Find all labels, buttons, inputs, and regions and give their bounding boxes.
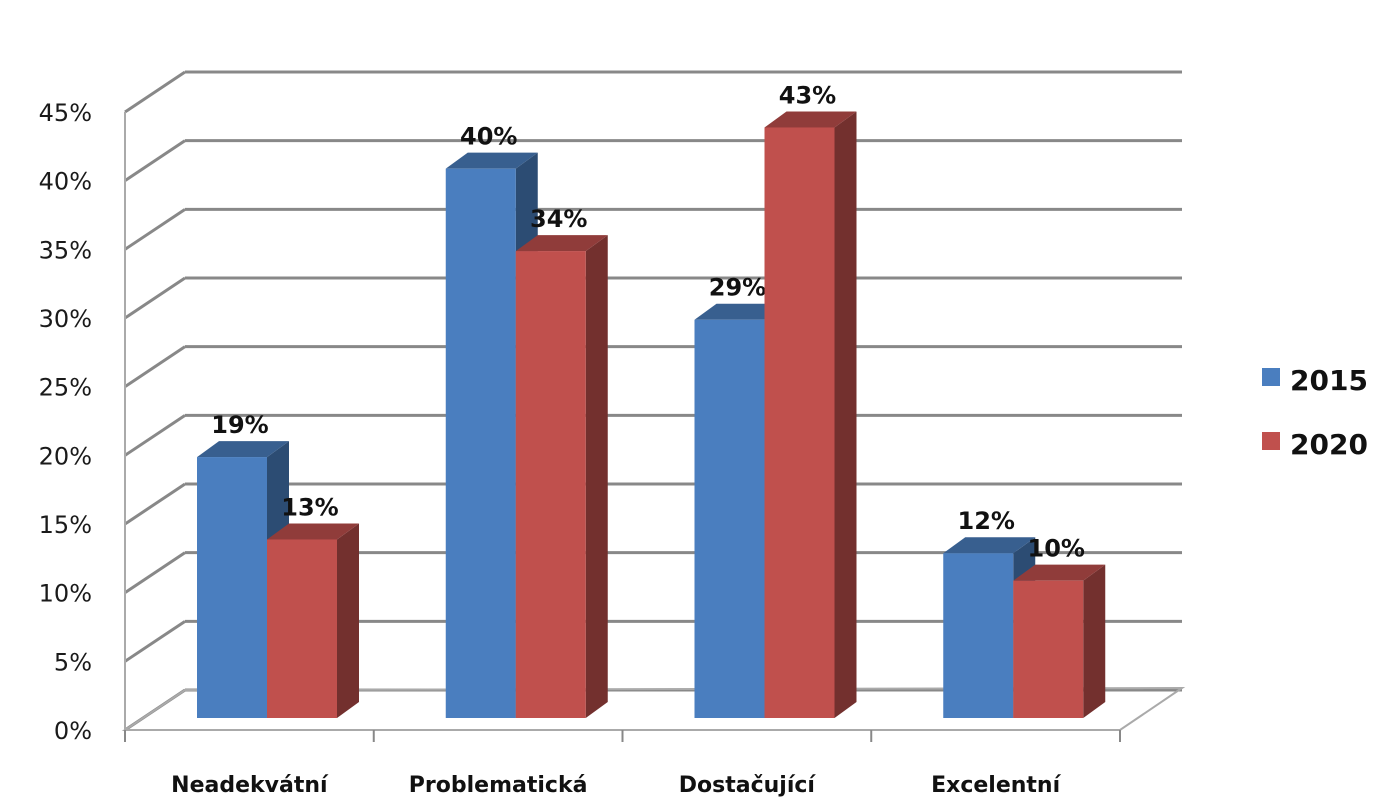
gridline-side: [124, 482, 186, 526]
data-label: 10%: [1028, 535, 1085, 563]
bar-2015: [445, 168, 516, 718]
legend-label: 2015: [1290, 364, 1368, 397]
gridline-side: [124, 414, 186, 457]
gridline-side: [124, 345, 186, 388]
data-label: 43%: [779, 81, 836, 109]
legend-swatch-2020: [1262, 432, 1280, 450]
bar-2015: [197, 457, 267, 718]
bar-2015: [943, 553, 1014, 718]
data-label: 13%: [281, 493, 338, 521]
legend-swatch-2015: [1262, 368, 1280, 386]
bar-top-2015: [197, 441, 289, 458]
bar-top-2015: [445, 152, 538, 169]
legend-label: 2020: [1290, 428, 1368, 461]
y-tick-label: 25%: [39, 374, 92, 402]
data-label: 12%: [958, 507, 1015, 535]
bar-side-2020: [585, 235, 608, 719]
y-tick-label: 10%: [39, 580, 92, 608]
y-tick-label: 30%: [39, 305, 92, 333]
data-label: 40%: [460, 123, 517, 151]
category-label: Problematická: [409, 773, 588, 798]
bar-2020: [267, 539, 337, 718]
y-tick-label: 20%: [39, 442, 92, 470]
y-tick-label: 15%: [39, 511, 92, 539]
data-label: 29%: [709, 274, 766, 302]
bar-side-2020: [337, 523, 359, 718]
bar-top-2020: [515, 235, 608, 252]
bar-top-2020: [764, 111, 857, 128]
bar-2020: [515, 251, 586, 719]
bar-top-2020: [267, 523, 359, 540]
data-label: 34%: [530, 205, 587, 233]
bar-2015: [694, 319, 765, 718]
data-label: 19%: [211, 411, 268, 439]
y-tick-label: 5%: [54, 648, 92, 676]
gridline-side: [124, 139, 186, 182]
category-label: Neadekvátní: [171, 773, 329, 798]
gridline-side: [124, 208, 186, 251]
bar-side-2020: [834, 111, 857, 718]
category-label: Dostačující: [679, 773, 817, 798]
gridline-side: [124, 70, 186, 114]
y-tick-label: 0%: [54, 717, 92, 745]
y-tick-label: 45%: [39, 99, 92, 127]
bar-2020: [764, 127, 835, 718]
bar-top-2015: [694, 303, 787, 320]
gridline-side: [124, 276, 186, 320]
bar-side-2020: [1083, 564, 1106, 718]
y-tick-label: 35%: [39, 236, 92, 264]
gridline-side: [124, 551, 186, 594]
gridline-side: [124, 620, 186, 663]
y-tick-label: 40%: [39, 168, 92, 196]
chart-floor: [121, 686, 1186, 731]
bar-top-2015: [943, 537, 1036, 554]
bar-top-2020: [1013, 564, 1106, 581]
category-label: Excelentní: [931, 773, 1061, 798]
bar-2020: [1013, 580, 1084, 718]
